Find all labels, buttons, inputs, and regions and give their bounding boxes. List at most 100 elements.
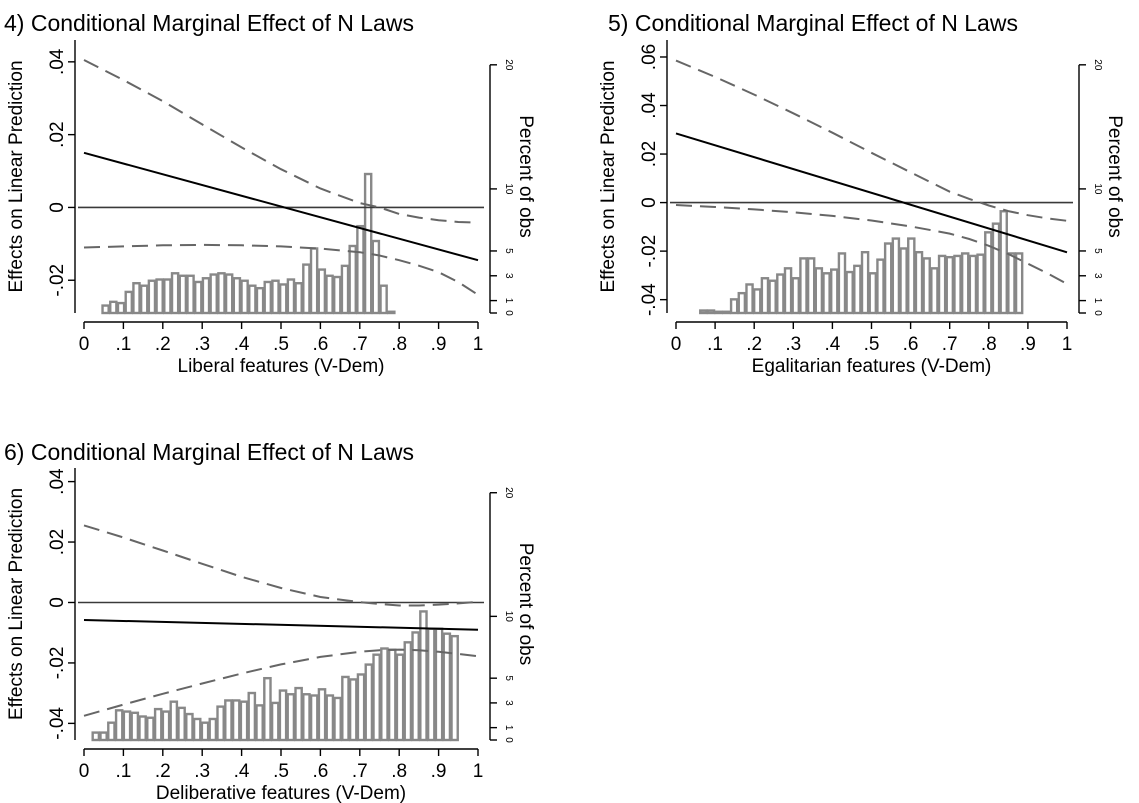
histogram-bar	[217, 272, 226, 315]
histogram-bar	[309, 247, 319, 315]
histogram-bar	[278, 689, 288, 742]
histogram-bar	[930, 267, 939, 315]
x-tick-label: .1	[115, 761, 131, 782]
histogram-bar	[830, 268, 839, 315]
histogram-bar	[853, 264, 862, 315]
histogram-bar	[387, 648, 397, 742]
histogram-bar	[372, 653, 381, 742]
histogram-bar	[139, 284, 149, 315]
histogram-bar	[760, 277, 770, 315]
histogram-bar	[147, 279, 157, 315]
y-tick-label: .04	[47, 48, 68, 75]
y-tick-label: 0	[639, 197, 660, 208]
y2-tick-label: 20	[1092, 59, 1103, 71]
y2-axis-title: Percent of obs	[515, 543, 536, 666]
histogram-bar	[340, 264, 350, 315]
histogram-bar	[737, 291, 747, 315]
histogram-bar	[348, 244, 357, 315]
x-tick-label: .9	[431, 334, 447, 355]
histogram-bar	[239, 700, 249, 742]
histogram-bar	[991, 222, 1001, 315]
histogram-bar	[200, 721, 210, 742]
y-tick-label: .02	[639, 141, 660, 167]
x-tick-label: .6	[312, 761, 328, 782]
histogram-bar	[294, 282, 303, 315]
y-tick-label: 0	[47, 597, 68, 608]
histogram-bar	[845, 270, 854, 315]
y-tick-label: -.02	[639, 235, 660, 268]
histogram-bar	[371, 239, 381, 315]
x-tick-label: .4	[234, 761, 250, 782]
histogram-bar	[116, 301, 126, 315]
y2-axis-title: Percent of obs	[1104, 115, 1125, 238]
x-tick-label: .1	[115, 334, 131, 355]
histogram-bar	[776, 273, 785, 315]
histogram-bar	[263, 280, 273, 315]
histogram-bar	[255, 286, 265, 315]
x-tick-label: .4	[824, 334, 840, 355]
ci-lower-line	[675, 204, 1068, 285]
y2-tick-label: 3	[503, 700, 514, 706]
histogram-bar	[146, 716, 155, 742]
histogram-bar	[729, 298, 739, 315]
x-tick-label: 0	[79, 761, 90, 782]
y-tick-label: -.04	[47, 707, 68, 740]
histogram-bar	[294, 686, 303, 742]
histogram-bar	[248, 284, 257, 315]
histogram-bar	[169, 700, 179, 742]
panel-5: 5) Conditional Marginal Effect of N Laws…	[598, 10, 1125, 377]
histogram-bar	[109, 300, 118, 315]
x-tick-label: .8	[391, 334, 407, 355]
histogram-bar	[193, 280, 203, 315]
histogram-bar	[286, 278, 296, 315]
histogram-bar	[434, 627, 444, 742]
ci-upper-line	[83, 524, 479, 607]
histogram-bar	[177, 706, 186, 742]
y-axis-title: Effects on Linear Prediction	[598, 60, 619, 292]
histogram-bar	[192, 717, 202, 742]
y2-tick-label: 3	[503, 273, 514, 279]
x-tick-label: .6	[312, 334, 328, 355]
histogram-bar	[302, 263, 311, 315]
y-tick-label: .04	[47, 468, 68, 495]
histogram-bar	[411, 631, 420, 742]
histogram-bar	[286, 693, 296, 742]
y2-tick-label: 5	[503, 248, 514, 254]
histogram-bar	[837, 252, 847, 315]
histogram-bar	[999, 210, 1008, 315]
x-tick-label: 0	[79, 334, 90, 355]
x-axis-title: Liberal features (V-Dem)	[178, 356, 385, 377]
histogram-bar	[403, 641, 413, 742]
histogram-bar	[860, 250, 870, 315]
y-tick-label: -.04	[639, 283, 660, 316]
histogram-bar	[208, 717, 218, 742]
histogram-bar	[922, 257, 931, 315]
x-tick-label: 1	[473, 334, 484, 355]
marginal-effect-line	[675, 132, 1068, 254]
panel-6: 6) Conditional Marginal Effect of N Laws…	[4, 439, 536, 803]
histogram-bar	[814, 267, 824, 315]
y-axis-title: Effects on Linear Prediction	[6, 60, 27, 292]
x-tick-label: .8	[391, 761, 407, 782]
histogram-bar	[101, 304, 110, 315]
histogram-bar	[914, 250, 924, 315]
histogram-bar	[395, 653, 405, 742]
y2-tick-label: 1	[503, 298, 514, 304]
y2-tick-label: 5	[503, 675, 514, 681]
histogram-bar	[364, 663, 374, 742]
histogram-bar	[876, 258, 885, 315]
x-axis-title: Egalitarian features (V-Dem)	[752, 356, 992, 377]
ci-upper-line	[675, 59, 1068, 222]
histogram-bar	[122, 710, 132, 742]
histogram-bar	[953, 254, 962, 315]
histogram-bar	[209, 273, 218, 315]
x-tick-label: 1	[1062, 334, 1073, 355]
y2-tick-label: 0	[503, 737, 514, 743]
histogram-bar	[240, 279, 249, 315]
x-axis-title: Deliberative features (V-Dem)	[156, 783, 406, 803]
histogram-bar	[255, 704, 264, 742]
histogram-bar	[333, 696, 342, 742]
histogram-bar	[114, 709, 124, 742]
y2-tick-label: 3	[1092, 273, 1103, 279]
